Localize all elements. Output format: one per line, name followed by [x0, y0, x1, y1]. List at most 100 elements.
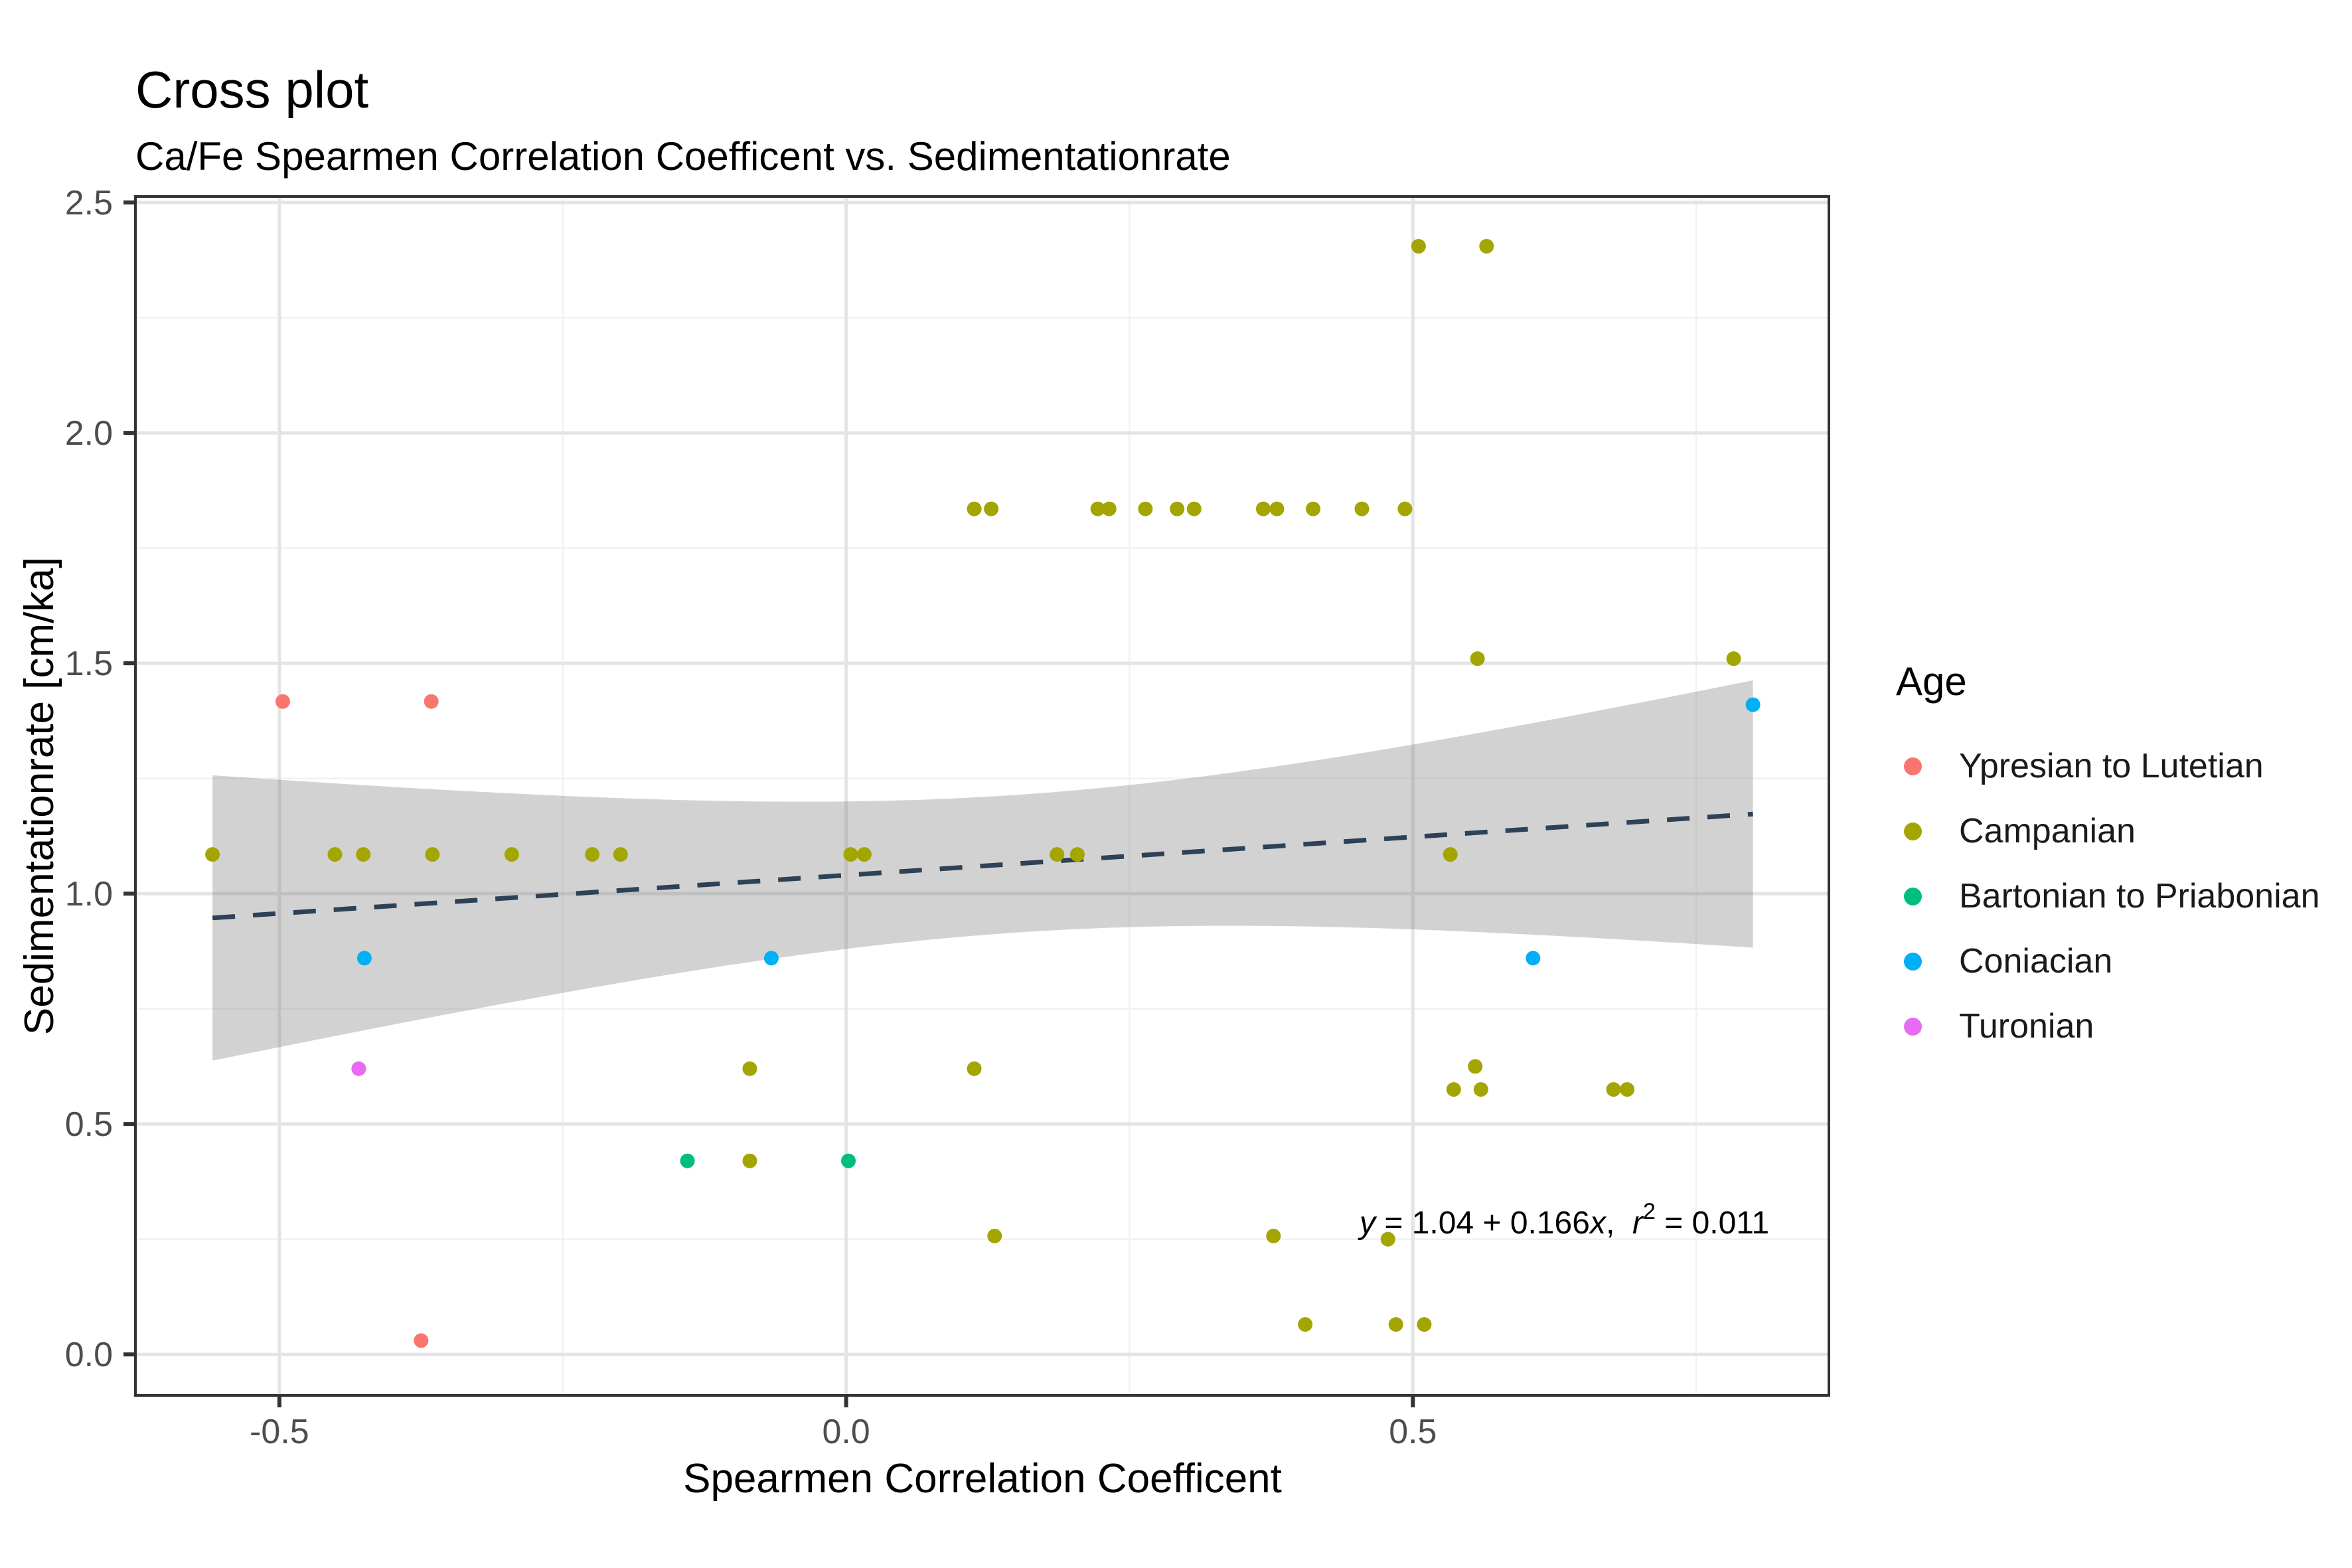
data-point-campanian [967, 501, 982, 516]
data-point-campanian [987, 1228, 1002, 1243]
data-point-coniacian [1526, 951, 1541, 966]
legend-swatch-icon [1904, 822, 1922, 840]
data-point-campanian [856, 847, 872, 862]
equation-comma: , [1606, 1206, 1632, 1241]
panel-border [134, 195, 1830, 1397]
legend-item-label: Ypresian to Lutetian [1959, 747, 2264, 785]
data-point-campanian [1606, 1082, 1621, 1097]
data-point-campanian [984, 501, 999, 516]
equation-x: x [1589, 1206, 1607, 1241]
data-point-campanian [1479, 238, 1494, 254]
page-subtitle: Ca/Fe Spearmen Correlation Coefficent vs… [135, 134, 1231, 179]
legend-items: Ypresian to Lutetian Campanian Bartonian t… [1896, 734, 2320, 1059]
panel-background [135, 196, 1829, 1395]
equation-y: y [1358, 1206, 1377, 1241]
y-tick-label: 0.0 [65, 1336, 113, 1374]
data-point-campanian [1266, 1228, 1281, 1243]
data-point-campanian [1306, 501, 1321, 516]
data-point-campanian [1620, 1082, 1635, 1097]
legend-item-label: Campanian [1959, 812, 2136, 850]
x-tick-label: 0.5 [1389, 1413, 1437, 1451]
data-point-campanian [1470, 651, 1485, 666]
x-axis-title: Spearmen Correlation Coefficent [683, 1456, 1282, 1502]
data-point-bartonian-to-priabonian [680, 1153, 695, 1168]
legend-item-label: Bartonian to Priabonian [1959, 877, 2320, 915]
legend-swatch-icon [1904, 952, 1922, 971]
y-axis-title: Sedimentationrate [cm/ka] [17, 557, 62, 1035]
data-point-campanian [1726, 651, 1741, 666]
data-point-campanian [1138, 501, 1153, 516]
data-point-campanian [613, 847, 628, 862]
data-point-campanian [1090, 501, 1105, 516]
data-point-bartonian-to-priabonian [841, 1153, 856, 1168]
legend-item-campanian: Campanian [1896, 799, 2320, 864]
data-point-campanian [1388, 1317, 1403, 1332]
data-point-coniacian [763, 951, 779, 966]
y-tick-label: 0.5 [65, 1105, 113, 1144]
data-point-campanian [425, 847, 440, 862]
data-point-ypresian-to-lutetian [275, 694, 290, 709]
data-point-campanian [1269, 501, 1285, 516]
legend-swatch-icon [1904, 1017, 1922, 1036]
data-point-coniacian [1745, 697, 1761, 712]
page-title: Cross plot [135, 60, 368, 119]
equation-superscript: 2 [1643, 1199, 1656, 1224]
regression-line-layer [212, 811, 1753, 921]
data-point-campanian [742, 1061, 757, 1076]
y-tick-label: 2.5 [65, 184, 113, 222]
data-point-ypresian-to-lutetian [414, 1333, 429, 1348]
confidence-band [212, 680, 1753, 1061]
data-point-campanian [1298, 1317, 1313, 1332]
data-point-campanian [1069, 847, 1085, 862]
data-point-campanian [1354, 501, 1370, 516]
legend-item-label: Turonian [1959, 1007, 2094, 1046]
legend-title: Age [1896, 659, 1967, 704]
equation-tail: = 0.011 [1656, 1206, 1769, 1241]
data-point-campanian [1050, 847, 1065, 862]
data-point-campanian [742, 1153, 757, 1168]
data-point-campanian [967, 1061, 982, 1076]
y-tick-label: 1.0 [65, 875, 113, 913]
equation-r: r [1632, 1206, 1644, 1241]
data-point-campanian [205, 847, 220, 862]
data-point-campanian [1170, 501, 1185, 516]
legend-item-turonian: Turonian [1896, 994, 2320, 1059]
y-tick-label: 1.5 [65, 645, 113, 683]
data-point-campanian [1380, 1231, 1395, 1247]
data-point-campanian [1473, 1082, 1488, 1097]
legend: Age Ypresian to Lutetian Campanian Bartoni… [1896, 659, 2320, 1059]
data-point-campanian [1101, 501, 1117, 516]
legend-item-bartonian-to-priabonian: Bartonian to Priabonian [1896, 864, 2320, 929]
data-point-campanian [1411, 238, 1426, 254]
y-tick-label: 2.0 [65, 414, 113, 453]
equation-mid: = 1.04 + 0.166 [1375, 1206, 1590, 1241]
axis-ticks-layer: -0.5 0.0 0.5 0.0 0.5 1.0 1.5 2.0 2.5 [65, 184, 1437, 1451]
regression-dashed-line [212, 811, 1753, 921]
legend-swatch-icon [1904, 887, 1922, 905]
data-point-campanian [1446, 1082, 1461, 1097]
confidence-band-layer [212, 680, 1753, 1061]
data-point-ypresian-to-lutetian [424, 694, 439, 709]
gridlines-layer [135, 196, 1829, 1395]
regression-equation: y = 1.04 + 0.166x, r2 = 0.011 [1358, 1199, 1769, 1241]
data-point-coniacian [356, 951, 372, 966]
data-point-campanian [1255, 501, 1271, 516]
data-point-campanian [1186, 501, 1202, 516]
data-point-campanian [504, 847, 519, 862]
data-point-campanian [843, 847, 858, 862]
data-point-campanian [1417, 1317, 1432, 1332]
data-point-campanian [1443, 847, 1458, 862]
data-points-layer [205, 238, 1761, 1348]
legend-swatch-icon [1904, 757, 1922, 775]
data-point-campanian [585, 847, 600, 862]
legend-item-label: Coniacian [1959, 942, 2113, 980]
legend-item-coniacian: Coniacian [1896, 929, 2320, 994]
data-point-campanian [356, 847, 371, 862]
data-point-campanian [1397, 501, 1413, 516]
x-tick-label: -0.5 [250, 1413, 309, 1451]
data-point-turonian [351, 1061, 366, 1076]
legend-item-ypresian-to-lutetian: Ypresian to Lutetian [1896, 734, 2320, 799]
x-tick-label: 0.0 [822, 1413, 870, 1451]
